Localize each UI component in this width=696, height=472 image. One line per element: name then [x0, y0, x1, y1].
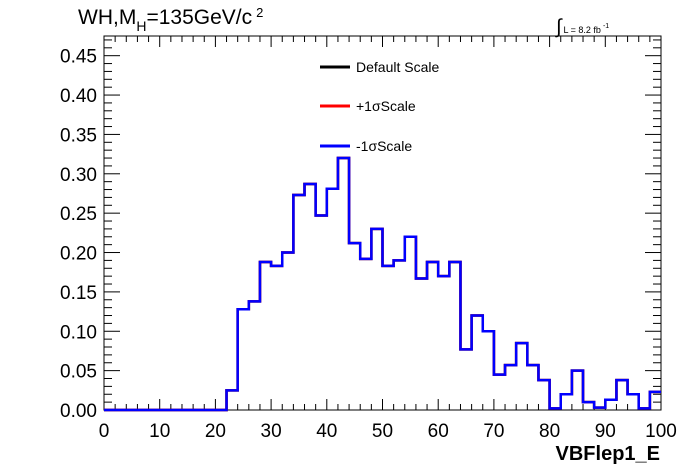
x-tick-label: 0 [99, 421, 110, 442]
x-tick-label: 20 [205, 421, 226, 442]
luminosity-label: ∫ L = 8.2 fb -1 [555, 16, 609, 38]
y-axis: 0.00 0.05 0.10 0.15 0.20 0.25 0.30 0.35 0.40 0.45 [60, 39, 661, 422]
y-tick-label: 0.10 [60, 322, 97, 343]
histogram-series-1 [104, 156, 661, 412]
histogram-series-0 [104, 156, 661, 412]
x-tick-label: 60 [428, 421, 449, 442]
legend: Default Scale +1σScale -1σScale [320, 59, 439, 154]
x-tick-label: 80 [539, 421, 560, 442]
x-tick-label: 100 [645, 421, 677, 442]
histogram-series-2 [104, 156, 661, 412]
x-tick-label: 50 [372, 421, 393, 442]
x-tick-label: 40 [316, 421, 337, 442]
series-layer [104, 156, 661, 412]
y-tick-label: 0.45 [60, 47, 97, 68]
legend-label: -1σScale [356, 138, 412, 154]
legend-label: Default Scale [356, 59, 439, 75]
y-tick-label: 0.40 [60, 86, 97, 107]
luminosity-superscript: -1 [603, 23, 609, 30]
y-tick-label: 0.30 [60, 165, 97, 186]
y-tick-label: 0.00 [60, 401, 97, 422]
x-tick-label: 30 [261, 421, 282, 442]
chart-title: WH,MH=135GeV/c 2 [78, 5, 263, 34]
x-axis-label: VBFlep1_E [556, 443, 660, 465]
y-tick-label: 0.20 [60, 244, 97, 265]
y-tick-label: 0.05 [60, 362, 97, 383]
legend-label: +1σScale [356, 98, 416, 114]
title-value: =135GeV/c [146, 6, 252, 29]
title-prefix: WH,M [78, 6, 136, 29]
x-tick-label: 70 [483, 421, 504, 442]
x-axis: 0 10 20 30 40 50 60 70 80 90 100 [99, 36, 677, 442]
luminosity-text: L = 8.2 fb [563, 25, 600, 35]
y-tick-label: 0.25 [60, 204, 97, 225]
plot-frame [103, 35, 662, 411]
integral-symbol: ∫ [555, 16, 563, 38]
title-superscript: 2 [256, 5, 263, 20]
y-tick-label: 0.15 [60, 283, 97, 304]
x-tick-label: 90 [595, 421, 616, 442]
x-tick-label: 10 [149, 421, 170, 442]
y-tick-label: 0.35 [60, 125, 97, 146]
title-subscript: H [136, 18, 146, 34]
